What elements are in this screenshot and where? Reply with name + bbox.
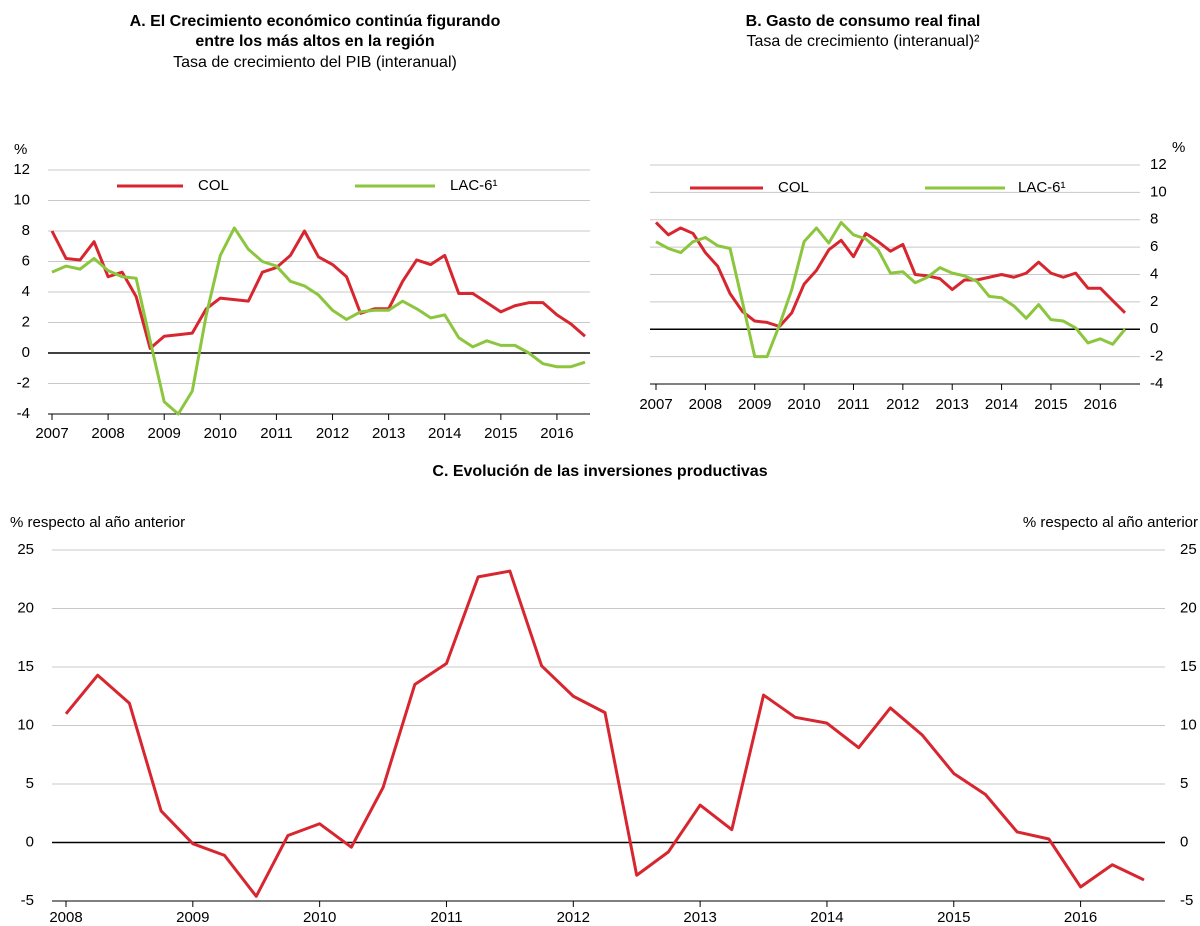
x-tick-label: 2015 [1034,396,1067,413]
x-tick-label: 2012 [886,396,919,413]
y2-tick-label: 0 [1180,833,1188,850]
y-tick-label: 25 [17,541,34,558]
x-tick-label: 2016 [1084,396,1117,413]
x-tick-label: 2009 [738,396,771,413]
y-axis-label: % [1172,139,1185,156]
y2-tick-label: 15 [1180,658,1197,675]
chart-title: C. Evolución de las inversiones producti… [432,463,767,480]
y-tick-label: -5 [21,892,34,909]
y-tick-label: 8 [22,222,30,239]
y-tick-label: 12 [1150,156,1167,173]
y-tick-label: 6 [1150,238,1158,255]
y-tick-label: -4 [17,405,30,422]
chart-subtitle: Tasa de crecimiento (interanual)² [747,33,981,50]
y-tick-label: 15 [17,658,34,675]
x-tick-label: 2011 [260,425,292,442]
x-tick-label: 2013 [372,425,405,442]
y2-tick-label: -5 [1180,892,1193,909]
series-line [50,229,586,350]
y-tick-label: 6 [22,252,30,269]
x-tick-label: 2016 [540,425,573,442]
y-tick-label: 8 [1150,211,1158,228]
y-tick-label: 5 [26,775,34,792]
x-tick-label: 2013 [936,396,969,413]
y2-tick-label: 25 [1180,541,1197,558]
y-tick-label: 2 [22,313,30,330]
series-line [64,569,1145,898]
y-tick-label: -2 [17,374,30,391]
x-tick-label: 2011 [430,909,462,926]
y-tick-label: 0 [1150,320,1158,337]
x-tick-label: 2010 [303,909,336,926]
x-tick-label: 2008 [689,396,722,413]
x-tick-label: 2008 [49,909,82,926]
y-axis-label: % respecto al año anterior [10,514,185,531]
y-tick-label: 10 [17,716,34,733]
x-tick-label: 2010 [787,396,820,413]
x-tick-label: 2016 [1064,909,1097,926]
x-tick-label: 2012 [316,425,349,442]
x-tick-label: 2008 [91,425,124,442]
x-tick-label: 2009 [176,909,209,926]
chart-title: entre los más altos en la región [195,33,434,50]
y2-tick-label: 20 [1180,599,1197,616]
series-line [655,220,1127,359]
x-tick-label: 2009 [148,425,181,442]
series-line [654,221,1127,329]
y-tick-label: 10 [1150,183,1167,200]
y2-axis-label: % respecto al año anterior [1023,514,1198,531]
x-tick-label: 2011 [837,396,869,413]
x-tick-label: 2015 [937,909,970,926]
x-tick-label: 2013 [683,909,716,926]
series-line [51,226,586,416]
x-tick-label: 2007 [639,396,672,413]
legend-label: LAC-6¹ [1018,179,1066,196]
legend-label: LAC-6¹ [450,177,498,194]
x-tick-label: 2015 [484,425,517,442]
chart-title: B. Gasto de consumo real final [746,13,981,30]
x-tick-label: 2014 [810,909,843,926]
x-tick-label: 2010 [204,425,237,442]
x-tick-label: 2014 [428,425,461,442]
legend-label: COL [198,177,229,194]
y-axis-label: % [14,141,27,158]
y2-tick-label: 5 [1180,775,1188,792]
y-tick-label: 0 [26,833,34,850]
y-tick-label: 20 [17,599,34,616]
y-tick-label: 4 [1150,265,1158,282]
y-tick-label: 10 [13,191,30,208]
y-tick-label: -4 [1150,375,1163,392]
y-tick-label: 2 [1150,293,1158,310]
y-tick-label: 0 [22,344,30,361]
x-tick-label: 2012 [557,909,590,926]
chart-subtitle: Tasa de crecimiento del PIB (interanual) [173,54,457,71]
y2-tick-label: 10 [1180,716,1197,733]
x-tick-label: 2007 [35,425,68,442]
y-tick-label: -2 [1150,348,1163,365]
y-tick-label: 12 [13,161,30,178]
legend-label: COL [778,179,809,196]
chart-title: A. El Crecimiento económico continúa fig… [130,13,501,30]
y-tick-label: 4 [22,283,30,300]
x-tick-label: 2014 [985,396,1018,413]
